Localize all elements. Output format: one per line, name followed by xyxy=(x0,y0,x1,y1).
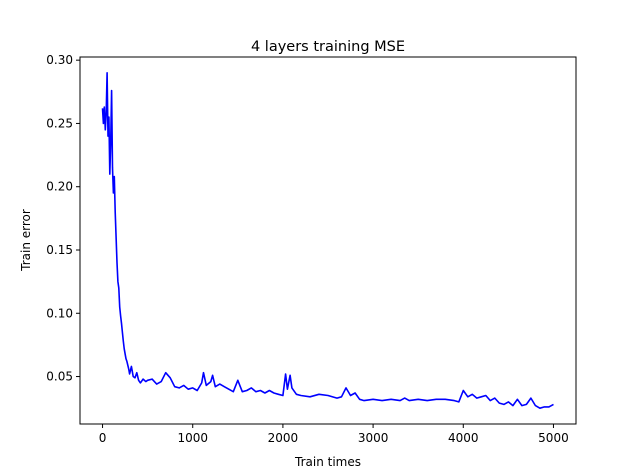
y-tick-label: 0.10 xyxy=(46,306,73,320)
x-axis-label: Train times xyxy=(294,455,361,469)
x-tick-label: 4000 xyxy=(448,431,479,445)
x-tick-label: 3000 xyxy=(358,431,389,445)
y-tick-label: 0.25 xyxy=(46,116,73,130)
y-axis-label: Train error xyxy=(19,209,33,272)
y-tick-label: 0.30 xyxy=(46,53,73,67)
y-axis-ticks: 0.05 0.10 0.15 0.20 0.25 0.30 xyxy=(46,53,80,384)
y-tick-label: 0.15 xyxy=(46,243,73,257)
x-tick-label: 5000 xyxy=(538,431,569,445)
axes-frame xyxy=(79,56,577,425)
chart-title: 4 layers training MSE xyxy=(251,39,405,55)
y-tick-label: 0.20 xyxy=(46,180,73,194)
series-line xyxy=(101,72,554,410)
x-tick-label: 0 xyxy=(99,431,107,445)
plot-area xyxy=(101,72,554,410)
y-tick-label: 0.05 xyxy=(46,370,73,384)
x-axis-ticks: 0 1000 2000 3000 4000 5000 xyxy=(99,424,569,445)
x-tick-label: 1000 xyxy=(177,431,208,445)
x-tick-label: 2000 xyxy=(268,431,299,445)
